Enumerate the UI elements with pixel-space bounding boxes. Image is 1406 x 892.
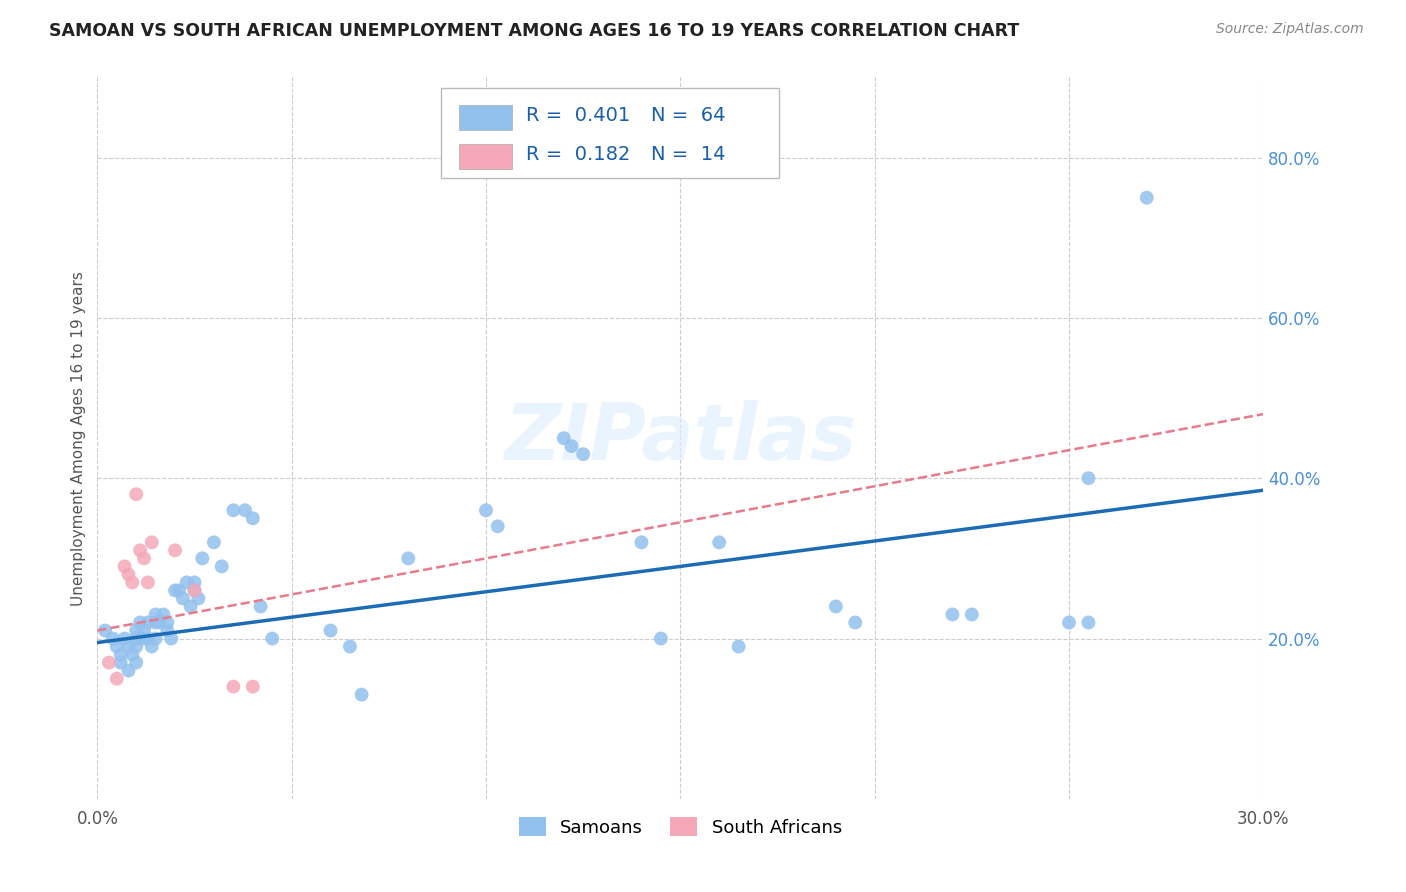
Point xyxy=(110,656,132,670)
Point xyxy=(117,567,139,582)
Point xyxy=(114,632,136,646)
Point xyxy=(121,575,143,590)
Point xyxy=(187,591,209,606)
Point xyxy=(233,503,256,517)
Point xyxy=(1136,191,1159,205)
Point xyxy=(1057,615,1080,630)
Text: ZIPatlas: ZIPatlas xyxy=(505,401,856,476)
Text: R =  0.182: R = 0.182 xyxy=(526,145,631,163)
Point xyxy=(121,648,143,662)
Point xyxy=(960,607,983,622)
Point xyxy=(211,559,233,574)
Point xyxy=(160,632,183,646)
Point xyxy=(180,599,202,614)
Point xyxy=(824,599,846,614)
Point xyxy=(167,583,190,598)
Point xyxy=(156,615,179,630)
FancyBboxPatch shape xyxy=(458,105,512,129)
Point xyxy=(242,680,264,694)
Point xyxy=(572,447,595,461)
Point xyxy=(183,583,205,598)
Legend: Samoans, South Africans: Samoans, South Africans xyxy=(512,810,849,844)
Point xyxy=(114,559,136,574)
FancyBboxPatch shape xyxy=(458,144,512,169)
Point xyxy=(145,607,167,622)
Point xyxy=(94,624,117,638)
Point xyxy=(222,503,245,517)
Point xyxy=(172,591,194,606)
Text: R =  0.401: R = 0.401 xyxy=(526,105,631,125)
Point xyxy=(319,624,342,638)
Point xyxy=(136,615,159,630)
Point xyxy=(117,664,139,678)
Point xyxy=(396,551,419,566)
Point xyxy=(650,632,672,646)
Point xyxy=(1077,471,1099,485)
Point xyxy=(101,632,124,646)
Point xyxy=(630,535,652,549)
Point xyxy=(262,632,284,646)
FancyBboxPatch shape xyxy=(441,88,779,178)
Point xyxy=(125,624,148,638)
Point xyxy=(242,511,264,525)
Point xyxy=(129,615,152,630)
Point xyxy=(125,656,148,670)
Point xyxy=(560,439,582,453)
Point xyxy=(117,640,139,654)
Text: N =  64: N = 64 xyxy=(651,105,725,125)
Point xyxy=(125,632,148,646)
Point xyxy=(339,640,361,654)
Point xyxy=(183,583,205,598)
Point xyxy=(129,543,152,558)
Point xyxy=(844,615,866,630)
Point xyxy=(941,607,963,622)
Point xyxy=(148,615,170,630)
Point xyxy=(553,431,575,445)
Point xyxy=(136,575,159,590)
Point xyxy=(136,632,159,646)
Point xyxy=(110,648,132,662)
Point xyxy=(105,672,128,686)
Point xyxy=(191,551,214,566)
Text: N =  14: N = 14 xyxy=(651,145,725,163)
Point xyxy=(98,656,121,670)
Point xyxy=(165,543,187,558)
Point xyxy=(165,583,187,598)
Point xyxy=(152,607,174,622)
Point xyxy=(475,503,498,517)
Point xyxy=(176,575,198,590)
Point xyxy=(222,680,245,694)
Point xyxy=(486,519,509,533)
Y-axis label: Unemployment Among Ages 16 to 19 years: Unemployment Among Ages 16 to 19 years xyxy=(72,270,86,606)
Point xyxy=(105,640,128,654)
Point xyxy=(125,487,148,501)
Point xyxy=(727,640,749,654)
Point xyxy=(125,640,148,654)
Point xyxy=(202,535,225,549)
Text: SAMOAN VS SOUTH AFRICAN UNEMPLOYMENT AMONG AGES 16 TO 19 YEARS CORRELATION CHART: SAMOAN VS SOUTH AFRICAN UNEMPLOYMENT AMO… xyxy=(49,22,1019,40)
Point xyxy=(132,632,155,646)
Point xyxy=(249,599,271,614)
Point xyxy=(1077,615,1099,630)
Point xyxy=(709,535,731,549)
Text: Source: ZipAtlas.com: Source: ZipAtlas.com xyxy=(1216,22,1364,37)
Point xyxy=(141,535,163,549)
Point xyxy=(145,615,167,630)
Point xyxy=(156,624,179,638)
Point xyxy=(183,575,205,590)
Point xyxy=(141,640,163,654)
Point xyxy=(132,624,155,638)
Point xyxy=(350,688,373,702)
Point xyxy=(132,551,155,566)
Point xyxy=(145,632,167,646)
